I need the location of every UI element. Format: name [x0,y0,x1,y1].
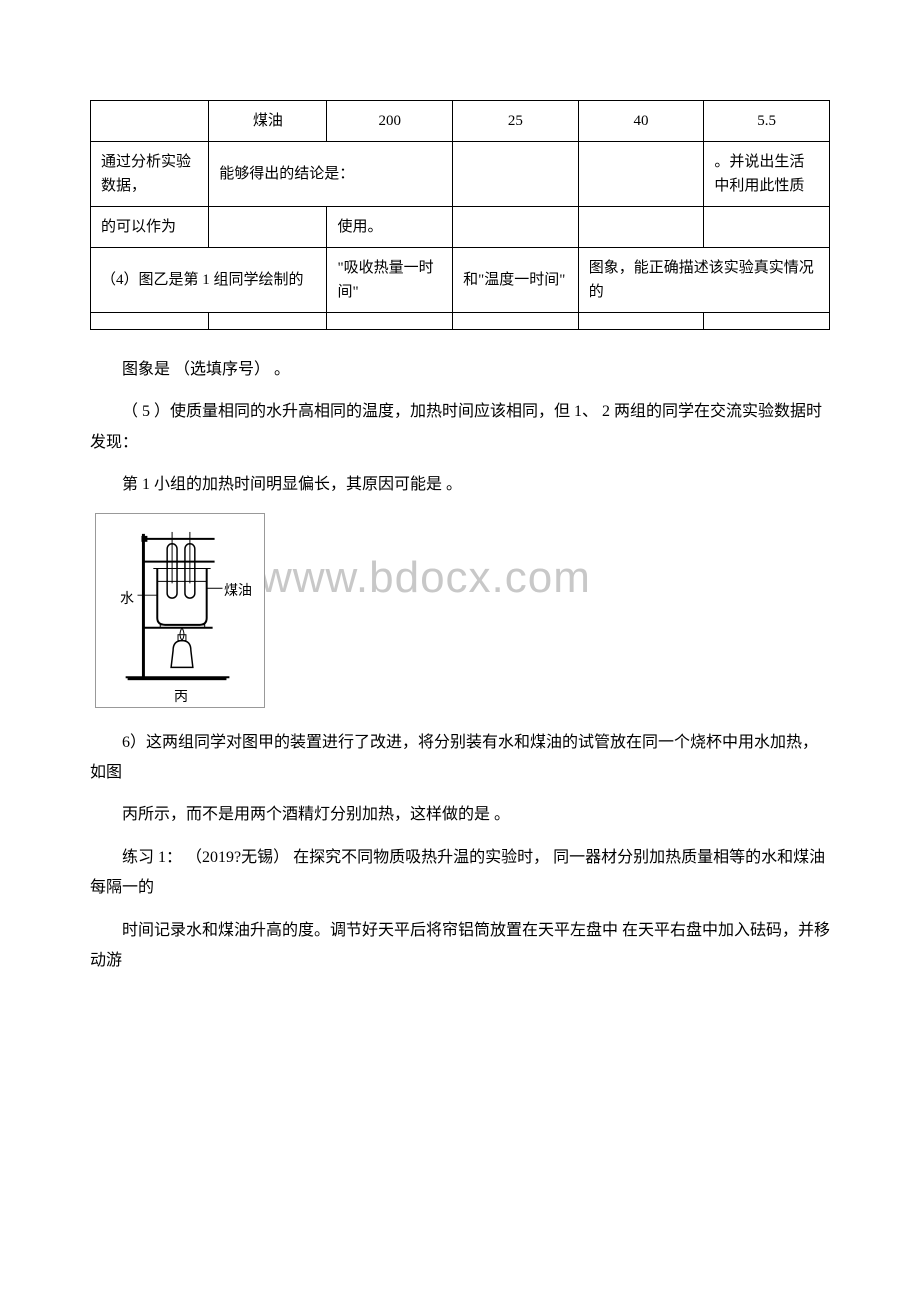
paragraph: 丙所示，而不是用两个酒精灯分别加热，这样做的是 。 [90,800,830,830]
paragraph: 时间记录水和煤油升高的度。调节好天平后将帘铝筒放置在天平左盘中 在天平右盘中加入… [90,916,830,977]
cell [327,313,453,330]
table-row: （4）图乙是第 1 组同学绘制的 "吸收热量一时间" 和"温度一时间" 图象，能… [91,248,830,313]
label-bottom: 丙 [174,686,188,706]
cell: 25 [453,101,579,142]
cell: 使用。 [327,207,453,248]
cell [453,142,579,207]
table-row [91,313,830,330]
table-row: 通过分析实验数据， 能够得出的结论是： 。并说出生活中利用此性质 [91,142,830,207]
cell: 能够得出的结论是： [209,142,453,207]
cell: 5.5 [704,101,830,142]
label-water: 水 [120,588,134,608]
cell [453,313,579,330]
apparatus-svg [96,514,264,707]
cell: 图象，能正确描述该实验真实情况的 [578,248,829,313]
cell [209,313,327,330]
cell: 煤油 [209,101,327,142]
table-row: 煤油 200 25 40 5.5 [91,101,830,142]
cell: 和"温度一时间" [453,248,579,313]
cell: 200 [327,101,453,142]
cell [578,207,704,248]
cell [453,207,579,248]
apparatus-diagram: 水 煤油 丙 [95,513,265,708]
paragraph: 练习 1： （2019?无锡） 在探究不同物质吸热升温的实验时， 同一器材分别加… [90,843,830,904]
paragraph: 6）这两组同学对图甲的装置进行了改进，将分别装有水和煤油的试管放在同一个烧杯中用… [90,728,830,789]
watermark-container: www.bdocx.com [90,513,830,708]
label-oil: 煤油 [224,580,252,600]
cell: 通过分析实验数据， [91,142,209,207]
cell [91,101,209,142]
paragraph: 图象是 （选填序号） 。 [90,355,830,385]
cell [704,207,830,248]
document-page: 煤油 200 25 40 5.5 通过分析实验数据， 能够得出的结论是： 。并说… [0,0,920,1048]
cell [209,207,327,248]
paragraph: （ 5 ）使质量相同的水升高相同的温度，加热时间应该相同，但 1、 2 两组的同… [90,397,830,458]
paragraph: 第 1 小组的加热时间明显偏长，其原因可能是 。 [90,470,830,500]
cell [578,142,704,207]
cell: （4）图乙是第 1 组同学绘制的 [91,248,327,313]
cell: 40 [578,101,704,142]
cell: "吸收热量一时间" [327,248,453,313]
cell [578,313,704,330]
cell [91,313,209,330]
watermark-text: www.bdocx.com [260,553,591,603]
cell [704,313,830,330]
cell: 的可以作为 [91,207,209,248]
table-row: 的可以作为 使用。 [91,207,830,248]
cell: 。并说出生活中利用此性质 [704,142,830,207]
data-table: 煤油 200 25 40 5.5 通过分析实验数据， 能够得出的结论是： 。并说… [90,100,830,330]
